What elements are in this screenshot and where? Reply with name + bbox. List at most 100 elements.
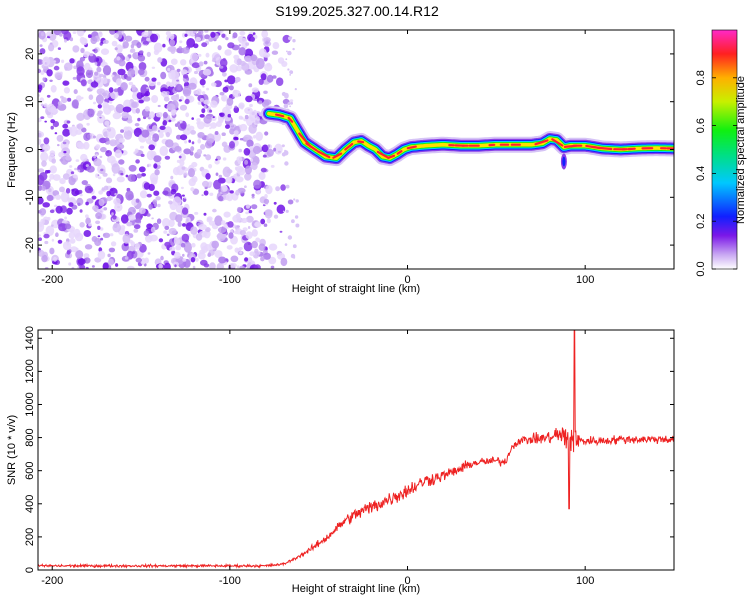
spectrogram-noise-blob (212, 57, 216, 62)
spectrogram-y-tick-label: -20 (24, 237, 36, 253)
colorbar-tick-label: 0.2 (695, 214, 707, 229)
spectrogram-noise-blob (205, 52, 210, 58)
spectrogram-noise-blob (197, 53, 202, 57)
spectrogram-noise-blob (256, 116, 260, 121)
snr-y-tick-label: 1200 (24, 359, 36, 383)
spectrogram-noise-blob (92, 49, 96, 52)
spectrogram-noise-blob (137, 68, 145, 76)
spectrogram-noise-blob (98, 31, 103, 38)
spectrogram-noise-blob (229, 262, 237, 268)
spectrogram-noise-blob (169, 39, 176, 47)
spectrogram-noise-blob (233, 54, 240, 60)
spectrogram-noise-blob (139, 50, 144, 54)
spectrogram-noise-blob (46, 31, 52, 38)
spectrogram-noise-blob (233, 136, 239, 141)
spectrogram-noise-blob (182, 223, 186, 227)
spectrogram-noise-blob (265, 185, 273, 195)
spectrogram-noise-blob (179, 153, 186, 162)
spectrogram-noise-blob (214, 131, 219, 135)
spectrogram-noise-blob (289, 74, 292, 76)
spectrogram-noise-blob (162, 43, 166, 48)
spectrogram-noise-blob (66, 250, 71, 255)
spectrogram-noise-blob (272, 42, 280, 50)
spectrogram-noise-blob (85, 201, 89, 206)
spectrogram-ridge-peak (332, 152, 343, 159)
spectrogram-noise-blob (262, 154, 267, 158)
spectrogram-noise-blob (108, 247, 116, 253)
spectrogram-noise-blob (246, 215, 254, 223)
spectrogram-noise-blob (42, 144, 51, 152)
spectrogram-noise-blob (245, 211, 250, 215)
spectrogram-noise-blob (178, 99, 182, 102)
spectrogram-noise-blob (224, 79, 228, 83)
spectrogram-noise-blob (76, 123, 84, 130)
spectrogram-noise-blob (163, 96, 170, 102)
snr-x-tick-label: -200 (41, 575, 63, 587)
spectrogram-ridge-peak (357, 140, 365, 144)
spectrogram-noise-blob (260, 256, 265, 262)
spectrogram-noise-blob (107, 127, 116, 139)
spectrogram-noise-blob (53, 65, 60, 71)
spectrogram-noise-blob (63, 31, 72, 41)
colorbar-tick-label: 0.6 (695, 118, 707, 133)
spectrogram-noise-blob (180, 242, 186, 248)
spectrogram-noise-blob (226, 245, 233, 250)
spectrogram-noise-blob (58, 223, 67, 232)
spectrogram-noise-blob (212, 208, 217, 213)
spectrogram-noise-blob (170, 117, 176, 122)
spectrogram-noise-blob (78, 143, 86, 150)
spectrogram-noise-blob (112, 112, 122, 120)
spectrogram-noise-blob (252, 32, 256, 36)
spectrogram-noise-blob (60, 104, 67, 111)
spectrogram-noise-blob (184, 33, 188, 37)
spectrogram-noise-blob (234, 105, 238, 109)
spectrogram-noise-blob (106, 196, 112, 202)
spectrogram-noise-blob (62, 241, 72, 251)
spectrogram-noise-blob (164, 155, 171, 160)
spectrogram-noise-blob (137, 54, 146, 62)
spectrogram-noise-blob (146, 37, 151, 42)
spectrogram-noise-blob (115, 44, 123, 54)
spectrogram-noise-blob (91, 236, 98, 242)
spectrogram-noise-blob (152, 137, 155, 141)
spectrogram-noise-blob (153, 190, 160, 196)
spectrogram-noise-blob (219, 58, 228, 68)
snr-x-ticks: -200 -100 0 100 (41, 330, 594, 587)
spectrogram-noise-blob (88, 94, 94, 100)
spectrogram-noise-blob (72, 76, 77, 80)
spectrogram-noise-blob (178, 46, 182, 49)
spectrogram-noise-blob (50, 119, 56, 124)
spectrogram-noise-blob (273, 214, 279, 219)
spectrogram-noise-blob (104, 120, 110, 126)
spectrogram-noise-blob (290, 36, 293, 39)
spectrogram-noise-blob (98, 198, 105, 207)
spectrogram-noise-blob (100, 168, 104, 172)
spectrogram-noise-blob (228, 85, 234, 91)
spectrogram-noise-blob (38, 117, 42, 123)
spectrogram-noise-blob (62, 123, 69, 129)
spectrogram-noise-blob (109, 30, 116, 35)
spectrogram-noise-blob (181, 194, 185, 197)
spectrogram-noise-blob (183, 175, 187, 178)
spectrogram-noise-blob (152, 199, 158, 205)
spectrogram-noise-blob (99, 116, 102, 119)
spectrogram-noise-blob (222, 86, 229, 93)
spectrogram-noise-blob (127, 68, 135, 78)
spectrogram-noise-blob (236, 206, 242, 213)
spectrogram-noise-blob (273, 201, 277, 205)
spectrogram-noise-blob (144, 106, 150, 112)
spectrogram-noise-blob (222, 166, 231, 178)
spectrogram-noise-blob (102, 262, 109, 269)
spectrogram-noise-blob (59, 33, 63, 37)
spectrogram-noise-blob (266, 74, 274, 83)
spectrogram-noise-blob (135, 198, 140, 203)
spectrogram-noise-blob (283, 103, 289, 109)
spectrogram-noise-blob (38, 168, 45, 173)
spectrogram-noise-blob (293, 256, 296, 259)
spectrogram-noise-blob (44, 120, 47, 123)
spectrogram-noise-blob (140, 214, 143, 219)
snr-plot-area (38, 330, 674, 570)
spectrogram-noise-blob (168, 227, 177, 235)
spectrogram-noise-blob (285, 209, 289, 213)
